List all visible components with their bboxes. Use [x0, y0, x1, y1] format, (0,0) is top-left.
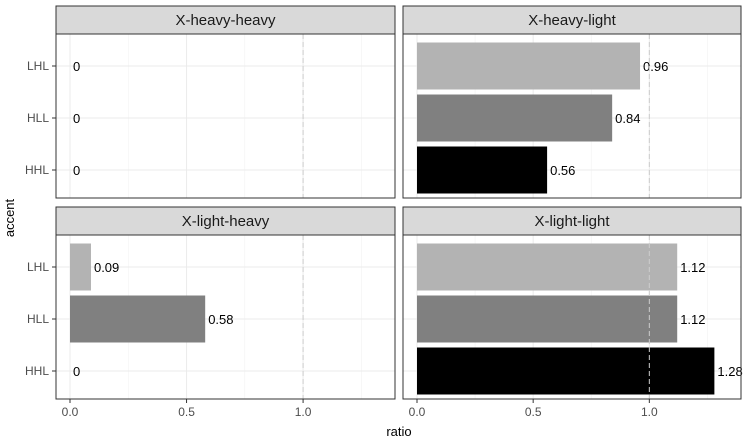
facet-strip [55, 5, 396, 35]
facet-strip [55, 206, 396, 236]
x-axis-title: ratio [386, 424, 411, 439]
data-label: 0.56 [550, 163, 575, 178]
data-label: 0.96 [643, 59, 668, 74]
panel-border [55, 33, 396, 199]
facet-title: X-heavy-light [528, 12, 616, 29]
y-tick-label: HLL [27, 312, 49, 326]
x-tick-label: 0.0 [409, 405, 426, 419]
data-label: 0 [73, 59, 80, 74]
y-tick-label: HHL [25, 364, 49, 378]
data-label: 0.84 [615, 111, 640, 126]
data-label: 1.28 [717, 364, 742, 379]
data-label: 0.58 [208, 312, 233, 327]
bar-lhl [417, 42, 641, 90]
bar-lhl [417, 243, 678, 291]
facet-title: X-heavy-heavy [175, 12, 276, 29]
y-axis-title: accent [2, 198, 17, 237]
facet-panel-x-light-light: X-light-light 1.12 1.12 1.28 0.0 0.5 1.0 [402, 206, 743, 419]
data-label: 0.09 [94, 260, 119, 275]
panel-border [55, 234, 396, 400]
facet-strip [402, 206, 742, 236]
data-label: 0 [73, 111, 80, 126]
bar-hll [70, 295, 206, 343]
y-tick-label: LHL [27, 260, 49, 274]
x-tick-label: 0.0 [62, 405, 79, 419]
bar-hhl [417, 347, 715, 395]
bar-hll [417, 295, 678, 343]
x-tick-label: 1.0 [295, 405, 312, 419]
x-tick-label: 1.0 [641, 405, 658, 419]
panel-border [402, 234, 742, 400]
data-label: 0 [73, 163, 80, 178]
plot-background [56, 34, 395, 198]
bar-lhl [70, 243, 91, 291]
data-label: 1.12 [680, 312, 705, 327]
x-tick-label: 0.5 [178, 405, 195, 419]
bar-hll [417, 94, 613, 142]
bar-hhl [417, 146, 548, 194]
facet-panel-x-heavy-light: X-heavy-light 0.96 0.84 0.56 [402, 5, 742, 199]
y-tick-label: LHL [27, 59, 49, 73]
facet-title: X-light-heavy [182, 213, 270, 230]
panel-border [402, 33, 742, 199]
x-tick-label: 0.5 [525, 405, 542, 419]
data-label: 0 [73, 364, 80, 379]
y-tick-label: HHL [25, 163, 49, 177]
facet-title: X-light-light [534, 213, 610, 230]
y-tick-label: HLL [27, 111, 49, 125]
data-label: 1.12 [680, 260, 705, 275]
facet-panel-x-heavy-heavy: X-heavy-heavy 0 0 0 LHL HLL HHL [25, 5, 396, 199]
facet-panel-x-light-heavy: X-light-heavy 0.09 0.58 0 LHL HLL HHL 0.0 0.5 1.0 [25, 206, 396, 419]
